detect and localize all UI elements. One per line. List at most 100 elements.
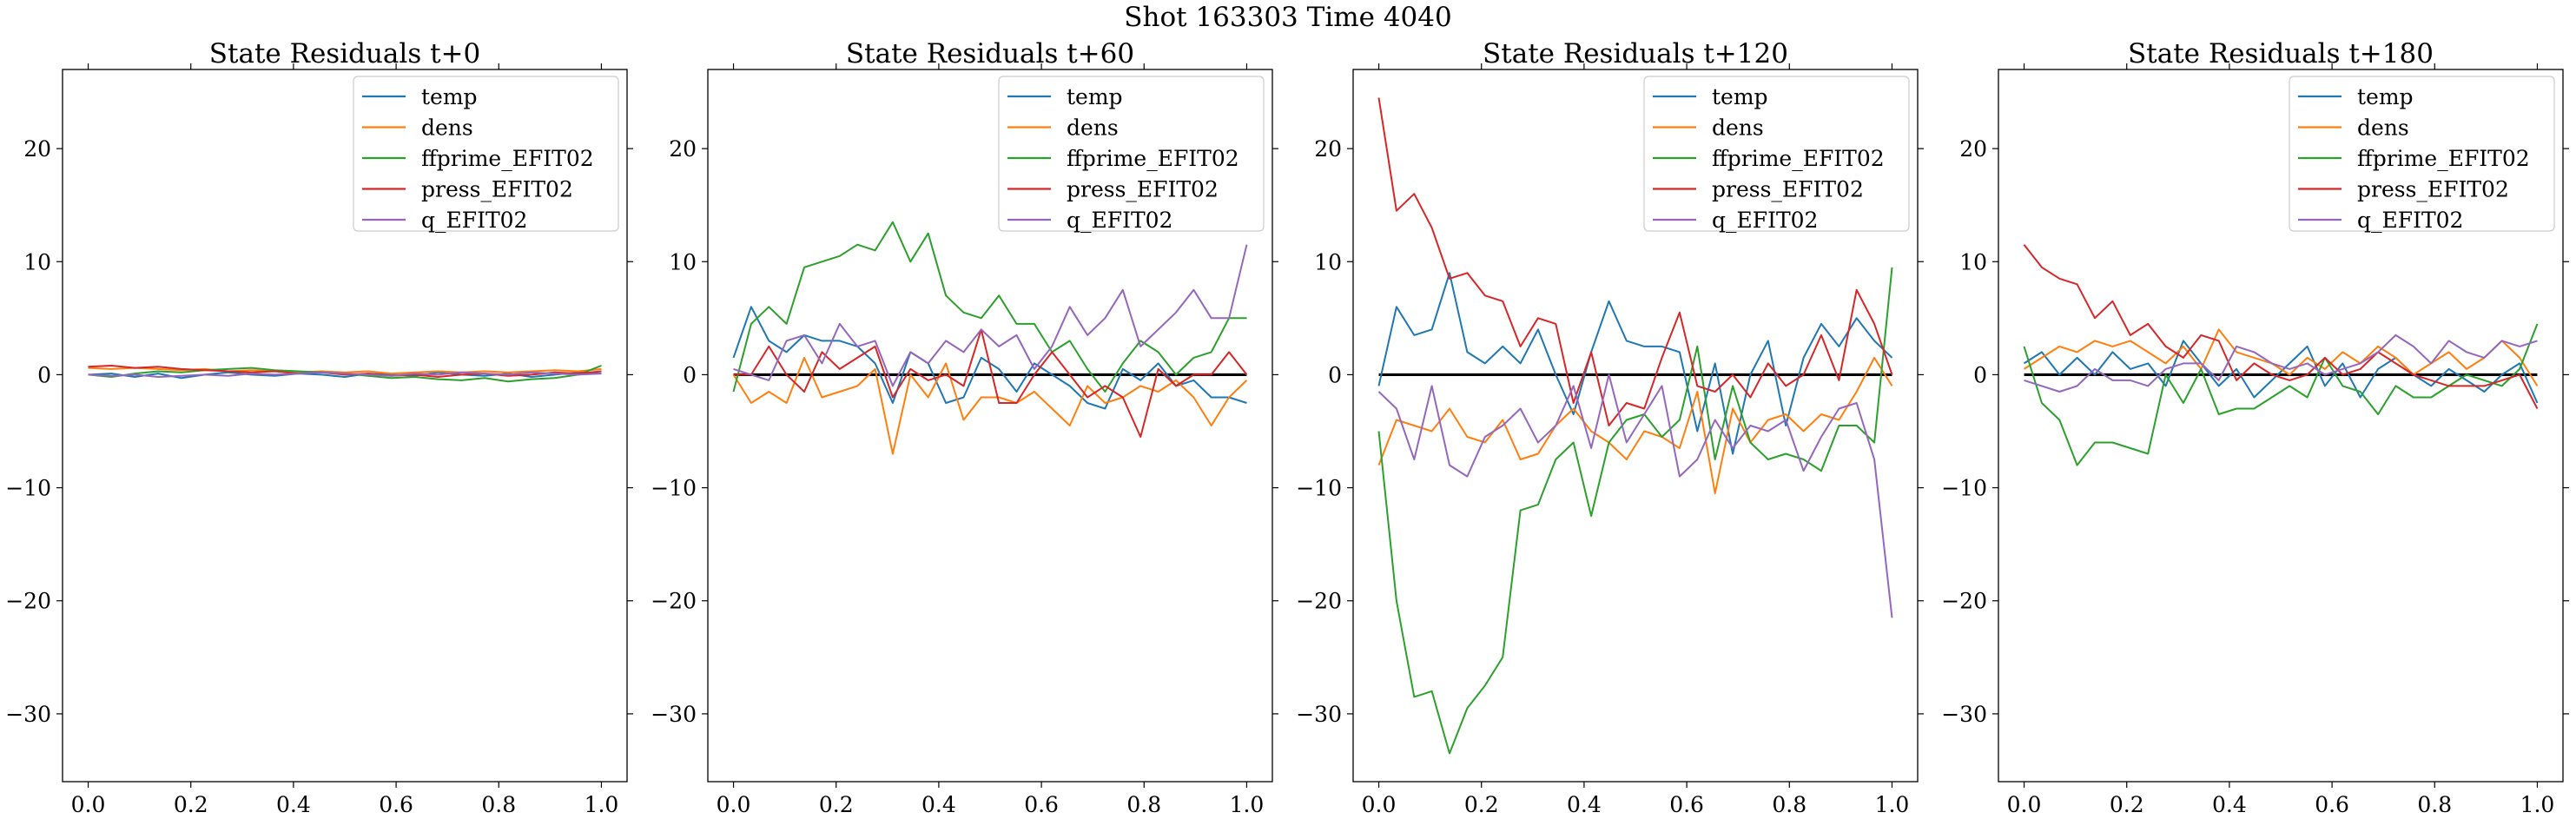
y-tick-label: 0 (1328, 362, 1342, 387)
series-line-ffprime-efit02 (732, 221, 1247, 393)
axes-frame (62, 69, 628, 783)
series-line-ffprime-efit02 (1377, 267, 1893, 755)
y-tick-label: −10 (1296, 476, 1342, 501)
y-tick-label: 0 (37, 362, 51, 387)
legend-label: ffprime_EFIT02 (421, 146, 594, 171)
subplot-title: State Residuals t+120 (1483, 38, 1788, 69)
series-line-temp (2023, 340, 2539, 404)
y-tick-label: 10 (1314, 249, 1342, 274)
y-tick-label: 20 (669, 136, 697, 162)
x-tick-label: 1.0 (2520, 792, 2555, 817)
subplot-title: State Residuals t+0 (209, 38, 480, 69)
x-tick-label: 1.0 (1230, 792, 1265, 817)
series-line-q-efit02 (733, 244, 1248, 387)
series-line-press-efit02 (2023, 244, 2539, 409)
legend-label: ffprime_EFIT02 (1067, 146, 1239, 171)
x-tick-label: 0.8 (1772, 792, 1807, 817)
legend-label: ffprime_EFIT02 (1712, 146, 1885, 171)
y-tick-label: 10 (23, 249, 51, 274)
legend-label: press_EFIT02 (1067, 177, 1219, 202)
axes-frame (707, 69, 1273, 783)
x-tick-label: 0.4 (921, 792, 956, 817)
legend-label: temp (421, 84, 478, 109)
x-tick-label: 1.0 (1875, 792, 1910, 817)
legend-label: dens (1067, 116, 1119, 141)
y-tick-label: −30 (1941, 702, 1987, 727)
x-tick-label: 0.0 (717, 792, 751, 817)
x-tick-label: 0.0 (1362, 792, 1397, 817)
x-tick-label: 0.4 (276, 792, 311, 817)
y-tick-label: 0 (683, 362, 697, 387)
axes-frame (1352, 69, 1919, 783)
x-tick-label: 0.0 (2007, 792, 2042, 817)
legend-label: press_EFIT02 (1712, 177, 1864, 202)
legend-box (998, 76, 1265, 232)
legend-label: dens (1712, 116, 1764, 141)
x-tick-label: 0.8 (2417, 792, 2452, 817)
axes-frame (1998, 69, 2564, 783)
figure-suptitle: Shot 163303 Time 4040 (1124, 2, 1452, 33)
subplot-2: State Residuals t+120 0.0 0.2 0.4 0.6 0.8 1.0 2… (1296, 38, 1924, 817)
y-tick-label: −30 (651, 702, 697, 727)
x-tick-label: 0.8 (1126, 792, 1161, 817)
legend-label: q_EFIT02 (421, 208, 527, 233)
x-tick-label: 0.8 (481, 792, 516, 817)
y-tick-label: −10 (651, 476, 697, 501)
legend-label: q_EFIT02 (1067, 208, 1172, 233)
series-line-dens (732, 356, 1248, 455)
y-tick-label: 10 (669, 249, 697, 274)
y-tick-label: −20 (1941, 589, 1987, 614)
y-tick-label: 20 (23, 136, 51, 162)
x-tick-label: 0.2 (819, 792, 854, 817)
x-tick-label: 0.6 (379, 792, 413, 817)
x-tick-label: 0.6 (2315, 792, 2349, 817)
y-tick-label: −10 (5, 476, 51, 501)
y-tick-label: −30 (1296, 702, 1342, 727)
series-line-press-efit02 (1377, 97, 1893, 426)
y-tick-label: −10 (1941, 476, 1987, 501)
x-tick-label: 0.6 (1024, 792, 1059, 817)
legend-label: press_EFIT02 (421, 177, 573, 202)
legend-label: dens (421, 116, 473, 141)
y-tick-label: −20 (651, 589, 697, 614)
x-tick-label: 0.0 (71, 792, 106, 817)
legend-box (2289, 76, 2555, 232)
y-tick-label: −30 (5, 702, 51, 727)
subplot-3: State Residuals t+180 0.0 0.2 0.4 0.6 0.8 1.0 2… (1941, 38, 2569, 817)
series-line-ffprime-efit02 (2023, 323, 2539, 466)
y-tick-label: 20 (1959, 136, 1987, 162)
series-line-dens (1377, 356, 1893, 495)
legend-label: q_EFIT02 (1712, 208, 1818, 233)
y-tick-label: 0 (1973, 362, 1987, 387)
x-tick-label: 1.0 (585, 792, 619, 817)
x-tick-label: 0.2 (174, 792, 208, 817)
series-line-temp (732, 306, 1247, 410)
series-line-q-efit02 (88, 371, 602, 378)
legend-label: q_EFIT02 (2357, 208, 2463, 233)
y-tick-label: 20 (1314, 136, 1342, 162)
legend-box (353, 76, 619, 232)
series-line-press-efit02 (88, 365, 602, 378)
y-tick-label: 10 (1959, 249, 1987, 274)
subplot-title: State Residuals t+180 (2128, 38, 2434, 69)
x-tick-label: 0.2 (1464, 792, 1499, 817)
subplot-title: State Residuals t+60 (846, 38, 1134, 69)
legend-label: temp (1712, 84, 1768, 109)
x-tick-label: 0.4 (1567, 792, 1602, 817)
legend-label: temp (1067, 84, 1123, 109)
series-line-q-efit02 (2024, 334, 2538, 393)
subplot-0: State Residuals t+0 0.0 0.2 0.4 0.6 0.8 1.0 20 1… (5, 38, 633, 817)
series-line-dens (88, 367, 602, 375)
series-line-temp (1377, 272, 1893, 455)
legend-label: dens (2357, 116, 2409, 141)
series-line-dens (2023, 328, 2539, 386)
x-tick-label: 0.6 (1669, 792, 1704, 817)
subplot-1: State Residuals t+60 0.0 0.2 0.4 0.6 0.8 1.0 20… (651, 38, 1278, 817)
x-tick-label: 0.4 (2212, 792, 2247, 817)
legend-label: temp (2357, 84, 2414, 109)
legend-box (1643, 76, 1910, 232)
y-tick-label: −20 (5, 589, 51, 614)
series-line-q-efit02 (1377, 373, 1893, 618)
legend-label: ffprime_EFIT02 (2357, 146, 2530, 171)
